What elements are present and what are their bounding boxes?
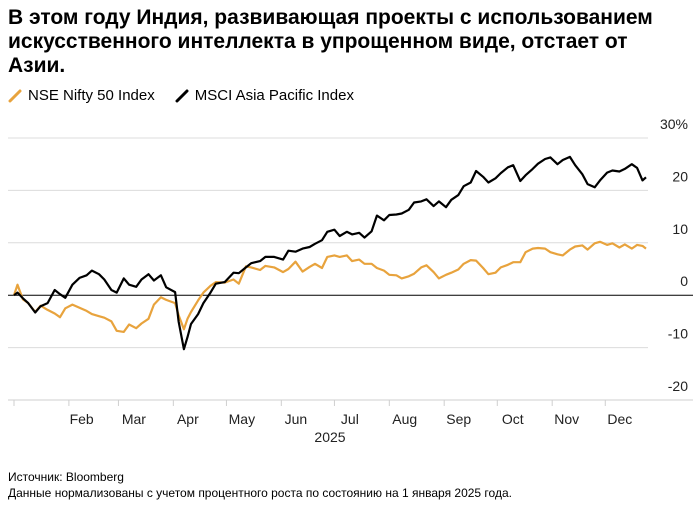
x-tick-label: Aug [392,411,417,427]
series-lines [12,155,647,351]
x-tick-label: Apr [177,411,199,427]
y-tick-label: 30% [660,116,688,132]
x-tick-label: Jun [285,411,308,427]
y-tick-label: -20 [668,378,688,394]
x-tick-label: Feb [70,411,94,427]
legend-item-msci: MSCI Asia Pacific Index [175,86,354,106]
x-axis-ticks: Feb Mar Apr May Jun Jul Aug Sep Oct Nov Dec [13,400,632,427]
legend-label-nifty: NSE Nifty 50 Index [28,87,155,104]
legend-swatch-msci [175,89,189,103]
normalization-note: Данные нормализованы с учетом процентног… [8,486,512,500]
footer: Источник: Bloomberg Данные нормализованы… [8,469,512,501]
line-chart: 30% 20 10 0 -10 -20 Feb Mar Apr May Jun Jul Aug Sep O… [8,116,693,445]
series-line-msci [13,155,647,351]
x-tick-label: May [229,411,255,427]
y-tick-label: 0 [680,273,688,289]
legend-swatch-nifty [8,89,22,103]
x-tick-label: Oct [502,411,524,427]
y-tick-label: 20 [672,168,688,184]
x-tick-label: Sep [446,411,471,427]
x-tick-label: Nov [554,411,579,427]
legend-label-msci: MSCI Asia Pacific Index [194,87,354,104]
x-tick-label: Mar [122,411,146,427]
y-axis-ticks: 30% 20 10 0 -10 -20 [660,116,688,394]
x-tick-label: Jul [341,411,359,427]
y-tick-label: -10 [668,326,688,342]
x-axis-year-label: 2025 [314,429,345,445]
x-tick-label: Dec [607,411,632,427]
chart-title: В этом году Индия, развивающая проекты с… [8,6,653,77]
source-note: Источник: Bloomberg [8,470,124,484]
y-tick-label: 10 [672,221,688,237]
series-line-nifty [12,240,647,333]
legend: NSE Nifty 50 Index MSCI Asia Pacific Ind… [8,86,374,106]
gridlines [8,137,693,401]
legend-item-nifty: NSE Nifty 50 Index [8,86,155,106]
